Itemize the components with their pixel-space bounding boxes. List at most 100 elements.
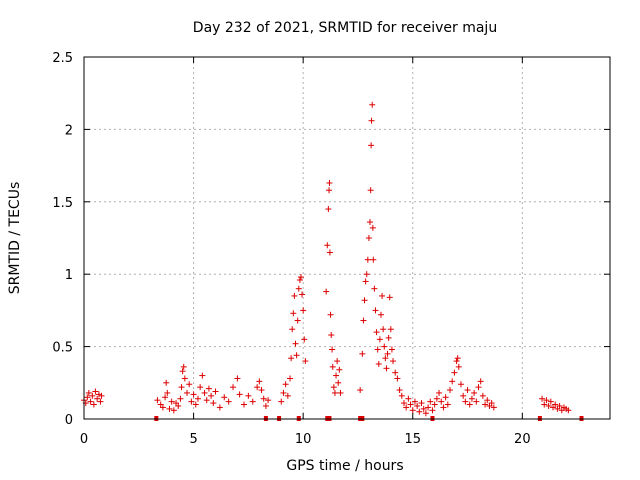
data-point	[287, 375, 294, 382]
data-point	[159, 404, 166, 411]
data-point	[436, 389, 443, 396]
x-tick-label: 0	[80, 432, 88, 447]
data-point	[490, 404, 497, 411]
data-point	[471, 389, 478, 396]
data-point	[289, 326, 296, 333]
data-point	[427, 398, 434, 405]
data-point	[225, 398, 232, 405]
data-point	[178, 384, 185, 391]
data-point	[234, 375, 241, 382]
data-point	[94, 395, 101, 402]
data-point	[90, 401, 97, 408]
data-point	[249, 398, 256, 405]
x-tick-labels: 0 5 10 15 20	[80, 432, 531, 447]
data-point	[258, 387, 265, 394]
data-point	[359, 350, 366, 357]
data-point	[468, 395, 475, 402]
data-point	[256, 378, 263, 385]
data-point	[323, 288, 330, 295]
data-point	[552, 401, 559, 408]
data-point	[203, 397, 210, 404]
data-point	[265, 397, 272, 404]
data-point	[216, 404, 223, 411]
data-point	[386, 294, 393, 301]
data-point	[396, 387, 403, 394]
data-point	[377, 311, 384, 318]
data-point	[301, 336, 308, 343]
data-point	[488, 400, 495, 407]
data-point	[184, 389, 191, 396]
data-point	[181, 375, 188, 382]
data-point	[190, 391, 197, 398]
data-point	[293, 352, 300, 359]
data-point	[201, 389, 208, 396]
data-point	[431, 401, 438, 408]
data-point	[388, 346, 395, 353]
data-point	[368, 142, 375, 149]
data-point	[541, 401, 548, 408]
data-point	[449, 378, 456, 385]
data-point	[400, 400, 407, 407]
data-point	[97, 398, 104, 405]
data-point	[414, 402, 421, 409]
data-point	[411, 398, 418, 405]
chart-title: Day 232 of 2021, SRMTID for receiver maj…	[193, 20, 497, 36]
y-tick-label: 0.5	[52, 341, 73, 356]
data-point	[175, 402, 182, 409]
y-tick-label: 1.5	[52, 196, 73, 211]
data-point	[236, 391, 243, 398]
data-point	[95, 391, 102, 398]
data-point	[369, 101, 376, 108]
data-point	[373, 329, 380, 336]
x-tick-label: 5	[189, 432, 197, 447]
data-point	[162, 394, 169, 401]
data-point	[374, 346, 381, 353]
data-point	[438, 398, 445, 405]
data-point	[84, 394, 91, 401]
data-point	[208, 392, 215, 399]
data-point	[326, 187, 333, 194]
x-tick-label: 15	[404, 432, 421, 447]
x-tick-label: 20	[514, 432, 531, 447]
data-point	[382, 355, 389, 362]
data-point	[337, 389, 344, 396]
data-point	[333, 372, 340, 379]
data-point	[326, 249, 333, 256]
y-tick-label: 2	[65, 123, 73, 138]
data-point	[164, 389, 171, 396]
data-point	[444, 401, 451, 408]
data-point	[262, 402, 269, 409]
data-point	[166, 405, 173, 412]
data-point	[325, 206, 332, 213]
data-point	[375, 360, 382, 367]
data-point	[327, 311, 334, 318]
data-point	[302, 358, 309, 365]
data-point	[329, 363, 336, 370]
data-point	[365, 235, 372, 241]
data-point	[163, 379, 170, 386]
data-point	[453, 358, 460, 365]
data-point	[455, 363, 462, 370]
y-tick-label: 2.5	[52, 51, 73, 66]
data-point	[539, 395, 546, 402]
data-point	[460, 392, 467, 399]
data-point	[425, 404, 432, 411]
data-points	[81, 101, 572, 417]
data-point	[394, 375, 401, 382]
y-tick-label: 1	[65, 268, 73, 283]
data-point	[192, 401, 199, 408]
data-point	[205, 385, 212, 392]
data-point	[422, 410, 429, 417]
y-tick-label: 0	[65, 413, 73, 428]
y-axis-title: SRMTID / TECUs	[7, 182, 23, 295]
data-point	[484, 397, 491, 404]
data-point	[170, 407, 177, 414]
data-point	[451, 369, 458, 376]
data-point	[290, 310, 297, 317]
data-point	[381, 343, 388, 350]
data-point	[418, 400, 425, 407]
data-point	[565, 407, 572, 414]
data-point	[300, 307, 307, 314]
data-point	[372, 307, 379, 314]
